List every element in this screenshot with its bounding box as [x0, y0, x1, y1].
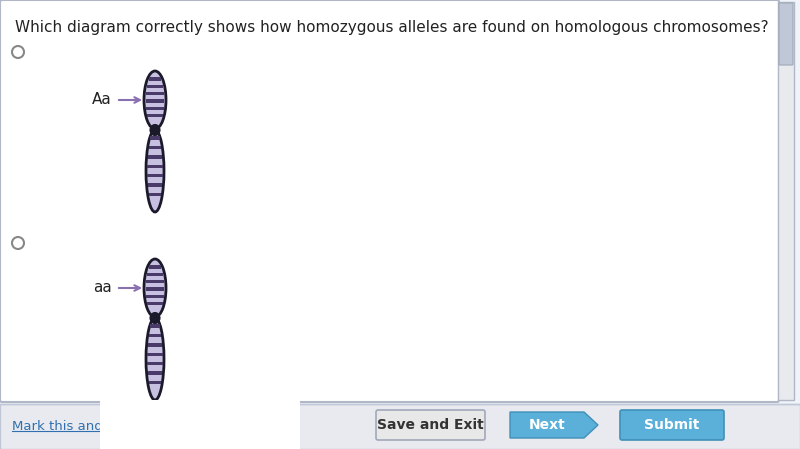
Ellipse shape	[144, 71, 166, 129]
Ellipse shape	[146, 130, 164, 212]
Bar	[147, 352, 162, 356]
Bar	[146, 84, 163, 88]
Bar	[146, 280, 164, 283]
Bar	[100, 400, 300, 449]
Bar	[149, 334, 162, 337]
Ellipse shape	[144, 259, 166, 317]
Text: Which diagram correctly shows how homozygous alleles are found on homologous chr: Which diagram correctly shows how homozy…	[15, 20, 769, 35]
Bar	[148, 343, 162, 347]
Bar	[149, 77, 162, 81]
FancyBboxPatch shape	[779, 3, 793, 65]
Bar	[149, 193, 162, 196]
Bar	[147, 302, 163, 305]
Bar	[150, 136, 159, 140]
Bar	[146, 99, 164, 103]
Bar	[146, 92, 164, 96]
Bar	[147, 362, 162, 365]
Polygon shape	[510, 412, 598, 438]
Bar	[146, 106, 164, 110]
FancyBboxPatch shape	[620, 410, 724, 440]
Text: Next: Next	[529, 418, 566, 432]
Bar	[0, 404, 800, 449]
Bar	[149, 381, 162, 384]
Bar	[146, 295, 164, 298]
Bar	[146, 287, 164, 291]
FancyBboxPatch shape	[376, 410, 485, 440]
Bar	[150, 324, 159, 328]
Bar	[148, 155, 162, 158]
Text: Mark this and return: Mark this and return	[12, 419, 148, 432]
Bar	[147, 164, 162, 168]
Bar	[147, 174, 162, 177]
Text: Aa: Aa	[92, 92, 112, 107]
Bar	[146, 273, 163, 276]
Text: aa: aa	[94, 281, 112, 295]
Bar	[149, 145, 162, 149]
Bar	[148, 371, 162, 375]
Ellipse shape	[150, 125, 159, 135]
Text: Submit: Submit	[644, 418, 700, 432]
Bar	[149, 265, 162, 269]
Ellipse shape	[146, 318, 164, 400]
Ellipse shape	[150, 313, 159, 323]
Bar	[778, 2, 794, 400]
Text: Save and Exit: Save and Exit	[377, 418, 483, 432]
Bar	[148, 183, 162, 187]
FancyBboxPatch shape	[0, 0, 779, 402]
Bar	[147, 114, 163, 118]
